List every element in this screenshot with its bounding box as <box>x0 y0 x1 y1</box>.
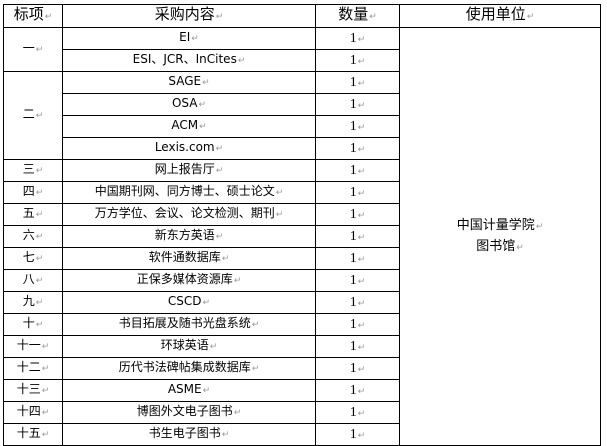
table-row: 十二历代书法碑帖集成数据库1 <box>3 357 601 380</box>
item-id-cell: 十四 <box>3 401 63 424</box>
quantity-cell: 1 <box>315 357 400 380</box>
content-cell: 书生电子图书 <box>62 423 316 446</box>
content-cell: OSA <box>62 93 316 116</box>
quantity-cell: 1 <box>315 335 400 358</box>
item-id-cell: 八 <box>3 269 63 292</box>
table-row: 十书目拓展及随书光盘系统1 <box>3 313 601 336</box>
quantity-cell: 1 <box>315 71 400 94</box>
content-cell: 历代书法碑帖集成数据库 <box>62 357 316 380</box>
quantity-cell: 1 <box>315 93 400 116</box>
content-cell: CSCD <box>62 291 316 314</box>
item-id-cell: 十二 <box>3 357 63 380</box>
content-cell: 书目拓展及随书光盘系统 <box>62 313 316 336</box>
header-content: 采购内容 <box>62 4 316 28</box>
content-cell: 环球英语 <box>62 335 316 358</box>
quantity-cell: 1 <box>315 313 400 336</box>
header-item-id: 标项 <box>3 4 63 28</box>
content-cell: EI <box>62 27 316 50</box>
item-id-cell: 三 <box>3 159 63 182</box>
content-cell: 万方学位、会议、论文检测、期刊 <box>62 203 316 226</box>
item-id-cell: 十一 <box>3 335 63 358</box>
content-cell: 网上报告厅 <box>62 159 316 182</box>
content-cell: 新东方英语 <box>62 225 316 248</box>
content-cell: 正保多媒体资源库 <box>62 269 316 292</box>
content-cell: 软件通数据库 <box>62 247 316 270</box>
quantity-cell: 1 <box>315 181 400 204</box>
header-row: 标项 采购内容 数量 使用单位 <box>3 4 601 28</box>
item-id-cell: 七 <box>3 247 63 270</box>
unit-cell: 中国计量学院图书馆 <box>399 27 601 446</box>
quantity-cell: 1 <box>315 137 400 160</box>
content-cell: Lexis.com <box>62 137 316 160</box>
table-row: 六新东方英语1 <box>3 225 601 248</box>
table-row: 十三ASME1 <box>3 379 601 402</box>
quantity-cell: 1 <box>315 115 400 138</box>
quantity-cell: 1 <box>315 203 400 226</box>
content-cell: 博图外文电子图书 <box>62 401 316 424</box>
quantity-cell: 1 <box>315 401 400 424</box>
item-id-cell: 十 <box>3 313 63 336</box>
table-row: 七软件通数据库1 <box>3 247 601 270</box>
content-cell: 中国期刊网、同方博士、硕士论文 <box>62 181 316 204</box>
quantity-cell: 1 <box>315 423 400 446</box>
header-quantity: 数量 <box>315 4 400 28</box>
item-id-cell: 四 <box>3 181 63 204</box>
quantity-cell: 1 <box>315 247 400 270</box>
quantity-cell: 1 <box>315 291 400 314</box>
content-cell: ACM <box>62 115 316 138</box>
quantity-cell: 1 <box>315 49 400 72</box>
item-id-cell: 六 <box>3 225 63 248</box>
quantity-cell: 1 <box>315 27 400 50</box>
unit-line2: 图书馆 <box>476 239 524 254</box>
procurement-table: 标项 采购内容 数量 使用单位 一EI1中国计量学院图书馆ESI、JCR、InC… <box>3 4 601 446</box>
item-id-cell: 五 <box>3 203 63 226</box>
table-row: 一EI1中国计量学院图书馆 <box>3 27 601 446</box>
content-cell: ASME <box>62 379 316 402</box>
header-unit: 使用单位 <box>399 4 601 28</box>
item-id-cell: 十三 <box>3 379 63 402</box>
item-id-cell: 九 <box>3 291 63 314</box>
quantity-cell: 1 <box>315 379 400 402</box>
item-id-cell: 二 <box>3 71 63 160</box>
content-cell: ESI、JCR、InCites <box>62 49 316 72</box>
item-id-cell: 一 <box>3 27 63 72</box>
item-id-cell: 十五 <box>3 423 63 446</box>
table-row: 二SAGE1 <box>3 71 601 160</box>
quantity-cell: 1 <box>315 269 400 292</box>
quantity-cell: 1 <box>315 225 400 248</box>
table-row: 九CSCD1 <box>3 291 601 314</box>
unit-line1: 中国计量学院 <box>457 218 544 233</box>
table-row: ACM1 <box>4 115 601 138</box>
quantity-cell: 1 <box>315 159 400 182</box>
content-cell: SAGE <box>62 71 316 94</box>
